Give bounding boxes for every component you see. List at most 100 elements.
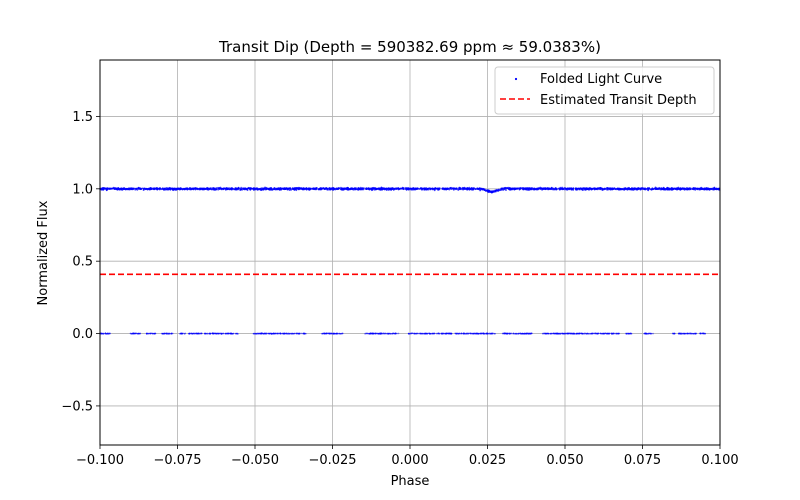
data-point: [626, 332, 628, 335]
data-point: [137, 332, 140, 335]
data-point: [462, 332, 465, 335]
data-point: [220, 332, 222, 335]
data-point: [293, 332, 296, 335]
data-point: [168, 332, 170, 335]
data-point: [445, 332, 448, 335]
data-point: [522, 332, 524, 335]
data-point: [522, 332, 525, 335]
data-point: [482, 332, 485, 335]
data-point: [170, 332, 173, 335]
data-point: [522, 332, 524, 335]
data-point: [171, 187, 174, 190]
data-point: [328, 332, 331, 335]
data-point: [230, 332, 232, 335]
data-point: [379, 332, 382, 335]
data-point: [180, 332, 183, 335]
data-point: [555, 187, 558, 190]
data-point: [517, 332, 519, 335]
data-point: [584, 187, 587, 190]
data-point: [487, 190, 490, 193]
data-point: [389, 333, 392, 335]
data-point: [673, 332, 676, 335]
data-point: [333, 332, 336, 335]
data-point: [437, 332, 440, 334]
data-point: [536, 187, 538, 190]
data-point: [328, 333, 331, 335]
data-point: [555, 332, 557, 335]
data-point: [550, 332, 553, 335]
data-point: [372, 186, 375, 189]
data-point: [542, 332, 544, 335]
data-point: [431, 332, 434, 335]
data-point: [161, 332, 163, 335]
data-point: [181, 332, 183, 335]
data-point: [469, 332, 471, 335]
data-point: [523, 333, 526, 335]
data-point: [109, 332, 111, 335]
data-point: [230, 332, 233, 335]
data-point: [369, 332, 372, 335]
data-point: [646, 333, 648, 335]
data-point: [627, 332, 629, 335]
data-point: [555, 332, 557, 335]
data-point: [162, 188, 165, 191]
data-point: [586, 332, 588, 335]
data-point: [441, 332, 443, 335]
data-point: [164, 332, 166, 335]
data-point: [476, 188, 479, 190]
data-point: [509, 332, 511, 335]
data-point: [581, 332, 584, 335]
data-point: [478, 332, 481, 335]
data-point: [544, 332, 547, 335]
data-point: [692, 332, 695, 335]
data-point: [400, 187, 403, 190]
data-point: [221, 332, 224, 335]
data-point: [387, 332, 389, 335]
data-point: [280, 332, 282, 335]
data-point: [226, 332, 229, 335]
data-point: [672, 332, 674, 335]
data-point: [229, 332, 232, 335]
data-point: [145, 332, 148, 335]
data-point: [679, 332, 681, 335]
data-point: [322, 187, 325, 189]
data-point: [445, 332, 448, 335]
data-point: [471, 332, 473, 335]
data-point: [508, 332, 510, 335]
data-point: [227, 332, 229, 335]
data-point: [471, 332, 474, 335]
data-point: [504, 332, 507, 335]
data-point: [550, 332, 553, 335]
data-point: [304, 332, 307, 335]
data-point: [389, 188, 392, 191]
data-point: [545, 332, 548, 335]
data-point: [304, 332, 307, 335]
data-point: [193, 332, 195, 335]
data-point: [377, 187, 380, 190]
data-point: [369, 332, 372, 335]
data-point: [419, 332, 421, 335]
data-point: [272, 332, 275, 335]
data-point: [407, 332, 410, 335]
data-point: [555, 332, 558, 335]
data-point: [699, 332, 702, 335]
data-point: [512, 332, 515, 335]
data-point: [190, 332, 193, 335]
data-point: [458, 332, 461, 335]
data-point: [205, 332, 208, 335]
data-point: [261, 332, 263, 334]
data-point: [650, 332, 653, 335]
data-point: [469, 332, 472, 335]
data-point: [253, 332, 255, 335]
data-point: [230, 332, 232, 335]
data-point: [479, 332, 482, 335]
data-point: [506, 332, 509, 335]
data-point: [577, 332, 580, 335]
data-point: [662, 187, 665, 190]
data-point: [524, 332, 527, 335]
data-point: [612, 333, 614, 335]
data-point: [388, 332, 391, 335]
data-point: [614, 332, 616, 335]
data-point: [330, 332, 332, 335]
data-point: [552, 332, 554, 335]
